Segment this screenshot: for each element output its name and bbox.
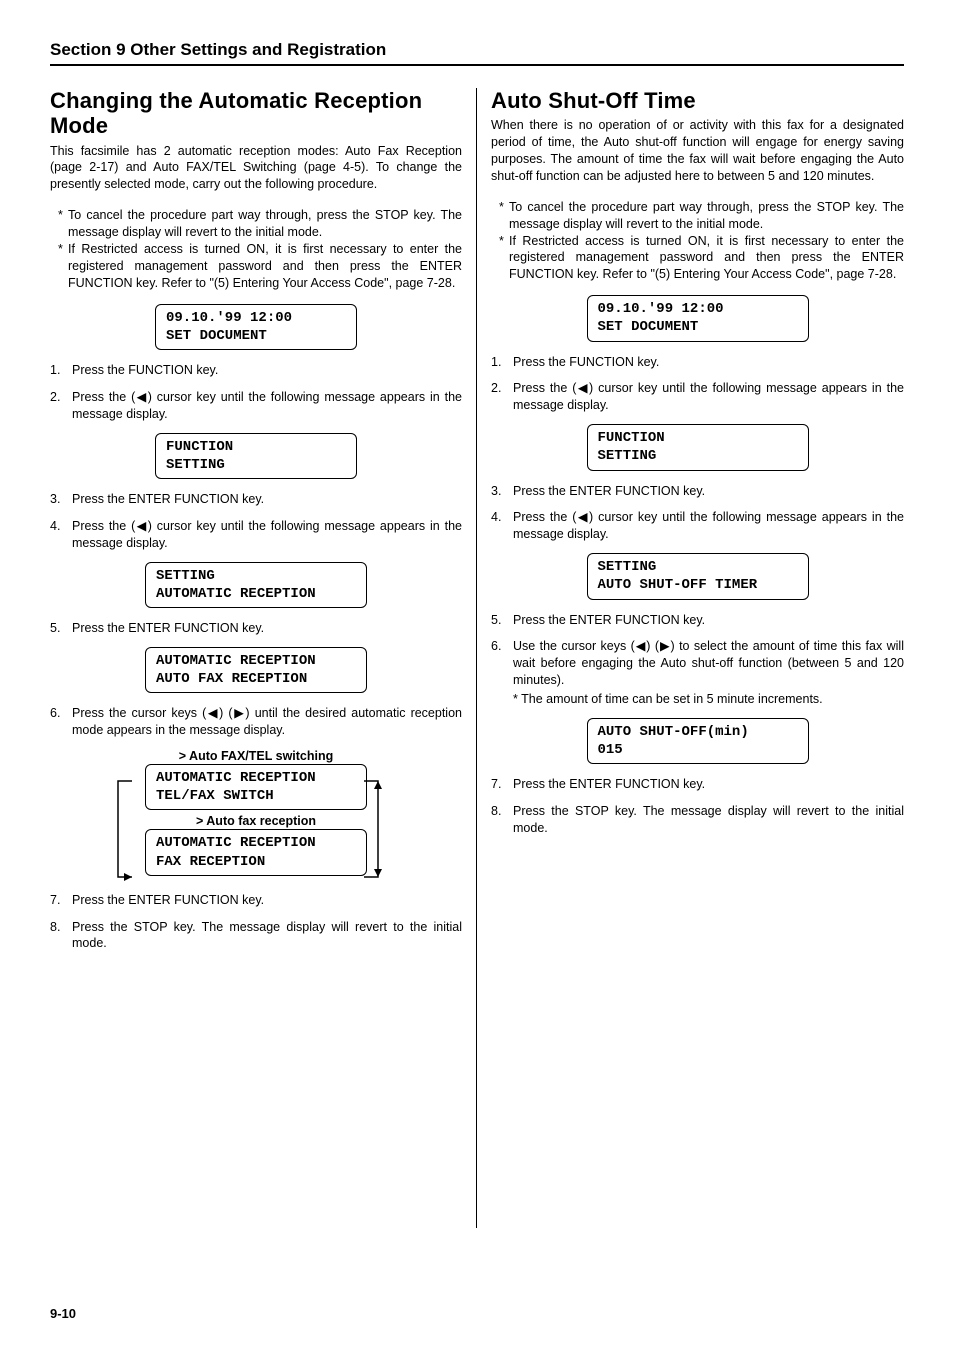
step-item: Press the (◀) cursor key until the follo… [491, 509, 904, 543]
lcd-display: AUTOMATIC RECEPTION FAX RECEPTION [145, 829, 367, 875]
lcd-display: FUNCTION SETTING [587, 424, 809, 470]
lcd-display: 09.10.'99 12:00 SET DOCUMENT [587, 295, 809, 341]
left-steps: Press the FUNCTION key. Press the (◀) cu… [50, 362, 462, 423]
step-item: Press the ENTER FUNCTION key. [491, 483, 904, 500]
left-steps: Press the ENTER FUNCTION key. [50, 620, 462, 637]
step-subnote: * The amount of time can be set in 5 min… [513, 691, 904, 708]
switch-label: > Auto FAX/TEL switching [126, 749, 386, 763]
step-item: Press the (◀) cursor key until the follo… [50, 518, 462, 552]
left-column: Changing the Automatic Reception Mode Th… [50, 88, 477, 1228]
right-steps: Press the ENTER FUNCTION key. Press the … [491, 483, 904, 544]
step-item: Press the ENTER FUNCTION key. [50, 892, 462, 909]
step-item: Press the (◀) cursor key until the follo… [491, 380, 904, 414]
left-intro: This facsimile has 2 automatic reception… [50, 143, 462, 194]
left-steps: Press the cursor keys (◀) (▶) until the … [50, 705, 462, 739]
step-text: Use the cursor keys (◀) (▶) to select th… [513, 639, 904, 687]
loop-arrow-left-icon [114, 779, 154, 889]
loop-arrow-right-icon [358, 779, 388, 889]
step-item: Press the cursor keys (◀) (▶) until the … [50, 705, 462, 739]
right-steps: Press the ENTER FUNCTION key. Press the … [491, 776, 904, 837]
step-item: Press the FUNCTION key. [491, 354, 904, 371]
lcd-display: AUTOMATIC RECEPTION AUTO FAX RECEPTION [145, 647, 367, 693]
step-item: Press the ENTER FUNCTION key. [491, 612, 904, 629]
left-steps: Press the ENTER FUNCTION key. Press the … [50, 491, 462, 552]
left-notes: * To cancel the procedure part way throu… [50, 207, 462, 291]
asterisk-icon: * [58, 207, 68, 241]
left-title: Changing the Automatic Reception Mode [50, 88, 462, 139]
step-item: Press the ENTER FUNCTION key. [491, 776, 904, 793]
step-item: Press the STOP key. The message display … [50, 919, 462, 953]
note-text: To cancel the procedure part way through… [509, 199, 904, 233]
lcd-display: 09.10.'99 12:00 SET DOCUMENT [155, 304, 357, 350]
asterisk-icon: * [499, 199, 509, 233]
step-item: Press the STOP key. The message display … [491, 803, 904, 837]
step-item: Use the cursor keys (◀) (▶) to select th… [491, 638, 904, 708]
asterisk-icon: * [58, 241, 68, 292]
switch-label: > Auto fax reception [126, 814, 386, 828]
note-text: If Restricted access is turned ON, it is… [68, 241, 462, 292]
step-item: Press the FUNCTION key. [50, 362, 462, 379]
right-steps: Press the ENTER FUNCTION key. Use the cu… [491, 612, 904, 708]
right-column: Auto Shut-Off Time When there is no oper… [477, 88, 904, 1228]
right-title: Auto Shut-Off Time [491, 88, 904, 113]
right-intro: When there is no operation of or activit… [491, 117, 904, 185]
step-item: Press the ENTER FUNCTION key. [50, 620, 462, 637]
page-number: 9-10 [50, 1306, 76, 1321]
lcd-display: SETTING AUTO SHUT-OFF TIMER [587, 553, 809, 599]
lcd-display: FUNCTION SETTING [155, 433, 357, 479]
asterisk-icon: * [499, 233, 509, 284]
right-steps: Press the FUNCTION key. Press the (◀) cu… [491, 354, 904, 415]
section-header: Section 9 Other Settings and Registratio… [50, 40, 904, 66]
switch-diagram: > Auto FAX/TEL switching AUTOMATIC RECEP… [126, 749, 386, 876]
step-item: Press the ENTER FUNCTION key. [50, 491, 462, 508]
step-item: Press the (◀) cursor key until the follo… [50, 389, 462, 423]
note-text: To cancel the procedure part way through… [68, 207, 462, 241]
left-steps: Press the ENTER FUNCTION key. Press the … [50, 892, 462, 953]
lcd-display: AUTO SHUT-OFF(min) 015 [587, 718, 809, 764]
lcd-display: SETTING AUTOMATIC RECEPTION [145, 562, 367, 608]
right-notes: * To cancel the procedure part way throu… [491, 199, 904, 283]
note-text: If Restricted access is turned ON, it is… [509, 233, 904, 284]
lcd-display: AUTOMATIC RECEPTION TEL/FAX SWITCH [145, 764, 367, 810]
